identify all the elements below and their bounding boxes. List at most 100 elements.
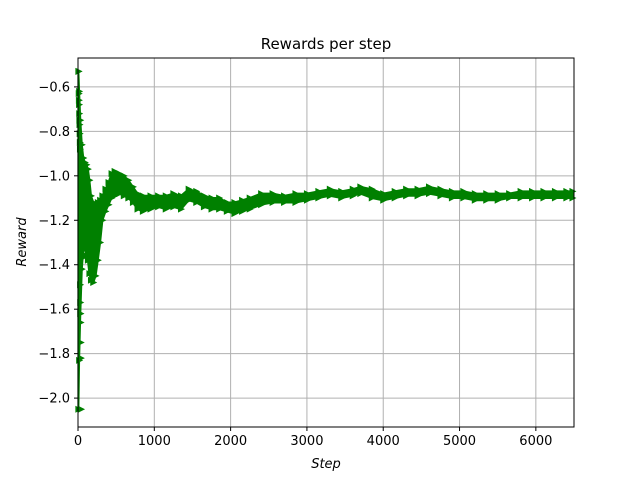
- lower-marker: [231, 210, 239, 218]
- scatter-point: [77, 339, 85, 347]
- upper-marker: [239, 196, 247, 204]
- upper-marker: [326, 185, 334, 193]
- lower-marker: [529, 194, 537, 202]
- lower-marker: [269, 198, 277, 206]
- upper-marker: [563, 187, 571, 195]
- upper-marker: [185, 185, 193, 193]
- upper-marker: [569, 187, 577, 195]
- y-tick-label: −1.8: [38, 347, 70, 362]
- upper-marker: [403, 185, 411, 193]
- axis-ticks: 0 1000 2000 3000 4000 5000 6000 −2.0 −1.8 −1.6 −1.…: [38, 80, 552, 449]
- scatter-point: [77, 281, 85, 289]
- upper-marker: [506, 190, 514, 198]
- lower-marker: [216, 205, 224, 213]
- upper-marker: [529, 187, 537, 195]
- lower-marker: [563, 194, 571, 202]
- lower-marker: [414, 192, 422, 200]
- y-tick-label: −0.6: [38, 80, 70, 95]
- scatter-point: [77, 299, 85, 307]
- upper-marker: [208, 194, 216, 202]
- grid: [77, 58, 574, 427]
- lower-marker: [86, 270, 94, 278]
- y-tick-label: −1.4: [38, 258, 70, 273]
- lower-marker: [326, 192, 334, 200]
- upper-marker: [162, 192, 170, 200]
- lower-marker: [125, 194, 133, 202]
- upper-marker: [357, 183, 365, 191]
- upper-marker: [551, 187, 559, 195]
- upper-marker: [116, 170, 124, 178]
- lower-marker: [315, 194, 323, 202]
- scatter-point: [76, 138, 84, 146]
- x-tick-label: 1000: [138, 434, 171, 449]
- upper-marker: [292, 190, 300, 198]
- lower-marker: [178, 205, 186, 213]
- upper-marker: [540, 187, 548, 195]
- lower-marker: [380, 196, 388, 204]
- lower-marker: [162, 205, 170, 213]
- upper-marker: [269, 190, 277, 198]
- lower-marker: [99, 216, 107, 224]
- upper-marker: [391, 187, 399, 195]
- lower-marker: [105, 201, 113, 209]
- scatter-point: [76, 145, 84, 153]
- x-tick-label: 6000: [519, 434, 552, 449]
- upper-marker: [87, 192, 95, 200]
- lower-marker: [471, 196, 479, 204]
- y-tick-label: −1.0: [38, 169, 70, 184]
- lower-marker: [111, 192, 119, 200]
- upper-marker: [139, 192, 147, 200]
- lower-marker: [303, 196, 311, 204]
- upper-marker: [84, 165, 92, 173]
- upper-marker: [129, 183, 137, 191]
- lower-marker: [338, 194, 346, 202]
- upper-marker: [86, 176, 94, 184]
- upper-marker: [368, 185, 376, 193]
- upper-marker: [349, 185, 357, 193]
- lower-marker: [208, 205, 216, 213]
- upper-marker: [338, 187, 346, 195]
- lower-marker: [84, 256, 92, 264]
- upper-marker: [216, 194, 224, 202]
- lower-marker: [155, 203, 163, 211]
- y-tick-label: −2.0: [38, 392, 70, 407]
- lower-marker: [448, 194, 456, 202]
- scatter-point: [75, 67, 83, 75]
- lower-marker: [134, 205, 142, 213]
- lower-marker: [92, 272, 100, 280]
- y-tick-label: −1.6: [38, 303, 70, 318]
- upper-marker: [134, 190, 142, 198]
- lower-marker: [102, 207, 110, 215]
- lower-marker: [116, 190, 124, 198]
- lower-marker: [185, 196, 193, 204]
- scatter-point: [77, 354, 85, 362]
- x-tick-label: 5000: [443, 434, 476, 449]
- upper-marker: [460, 187, 468, 195]
- upper-marker: [471, 190, 479, 198]
- lower-marker: [200, 203, 208, 211]
- lower-marker: [246, 205, 254, 213]
- lower-marker: [139, 207, 147, 215]
- lower-marker: [483, 196, 491, 204]
- axes-frame: [77, 57, 575, 428]
- lower-marker: [368, 194, 376, 202]
- lower-marker: [78, 265, 86, 273]
- upper-marker: [223, 198, 231, 206]
- lower-marker: [90, 279, 98, 287]
- lower-marker: [129, 198, 137, 206]
- upper-marker: [125, 176, 133, 184]
- x-tick-label: 0: [74, 434, 82, 449]
- upper-marker: [97, 196, 105, 204]
- lower-marker: [357, 190, 365, 198]
- x-tick-label: 3000: [290, 434, 323, 449]
- plot-area: [75, 67, 577, 413]
- lower-marker: [170, 203, 178, 211]
- upper-marker: [315, 187, 323, 195]
- upper-marker: [111, 167, 119, 175]
- upper-marker: [281, 192, 289, 200]
- x-tick-label: 2000: [214, 434, 247, 449]
- upper-marker: [303, 190, 311, 198]
- lower-marker: [460, 194, 468, 202]
- upper-marker: [494, 190, 502, 198]
- lower-marker: [94, 256, 102, 264]
